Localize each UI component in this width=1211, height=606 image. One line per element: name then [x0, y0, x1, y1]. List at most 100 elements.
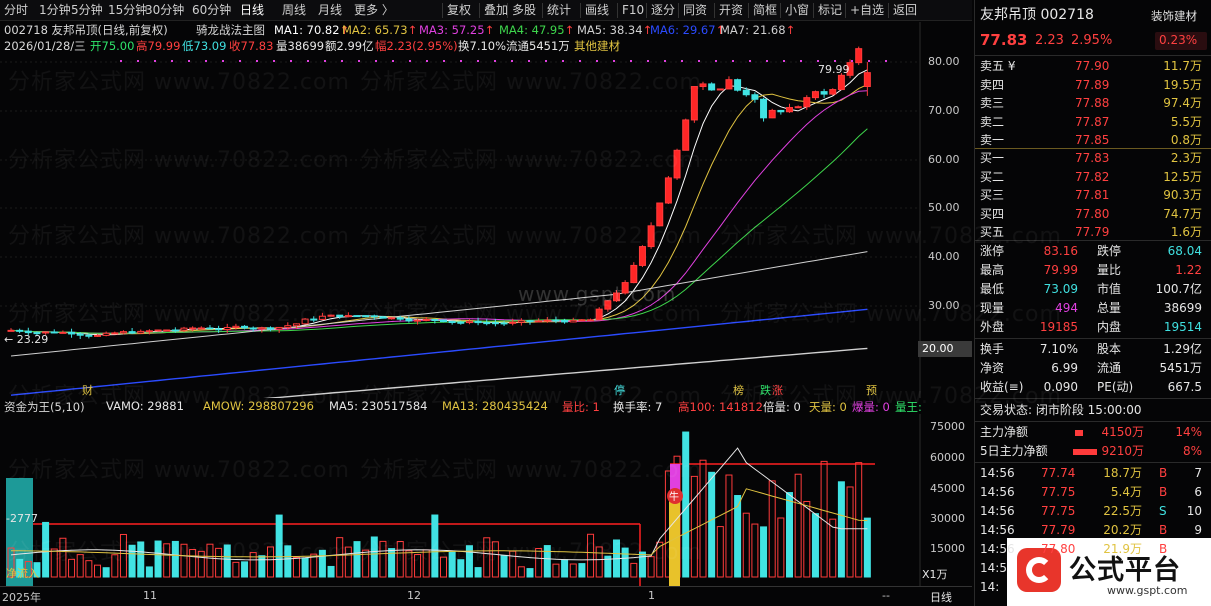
bar-volume: 量38699: [276, 39, 325, 53]
period-button[interactable]: 1分钟: [39, 3, 71, 17]
volume-bar: [119, 533, 127, 578]
volume-bar: [422, 549, 430, 578]
flow-label: 主力净额: [980, 425, 1029, 439]
bid-row[interactable]: 买四 77.80 74.7万: [975, 205, 1211, 224]
candle: [673, 149, 681, 179]
candle: [137, 330, 145, 334]
book-volume: 0.8万: [1170, 133, 1202, 147]
book-volume: 12.5万: [1163, 169, 1202, 184]
candle: [76, 333, 84, 336]
bid-row[interactable]: 买三 77.81 90.3万: [975, 186, 1211, 205]
toolbar-button[interactable]: 画线: [585, 3, 610, 17]
stat-value: 19185: [1039, 320, 1078, 334]
stat-value: 100.7亿: [1155, 282, 1202, 296]
candle: [457, 321, 465, 324]
candle: [422, 318, 430, 321]
ask-row[interactable]: 卖三 77.88 97.4万: [975, 94, 1211, 113]
signal-dot: [205, 60, 207, 62]
period-button[interactable]: 60分钟: [192, 3, 232, 17]
period-button[interactable]: 日线: [240, 3, 265, 17]
stat2-row: 换手 7.10% 股本 1.29亿: [975, 340, 1211, 359]
volume-bar: [768, 480, 776, 578]
tick-price: 77.75: [1041, 485, 1076, 499]
vamo-label: VAMO: 29881: [106, 399, 184, 413]
trade-status: 交易状态: 闭市阶段 15:00:00: [975, 401, 1211, 420]
volume-bar: [604, 555, 612, 578]
bid-row[interactable]: 买五 77.79 1.6万: [975, 223, 1211, 242]
ma-line-1: [10, 69, 868, 336]
candle: [50, 331, 58, 334]
divider: [975, 240, 1211, 241]
ask-row[interactable]: 卖五 ¥ 77.90 11.7万: [975, 57, 1211, 76]
candle: [154, 329, 162, 332]
volume-bar: [16, 558, 24, 578]
book-volume: 74.7万: [1163, 206, 1202, 221]
toolbar-button[interactable]: 小窗: [785, 3, 810, 17]
stat-value: 19514: [1163, 320, 1202, 334]
candlestick-chart[interactable]: 79.99 ← 23.29 财 停 榜 跌涨 预: [0, 22, 972, 398]
period-button[interactable]: 5分钟: [71, 3, 103, 17]
sub-indicator-header: 资金为王(5,10) VAMO: 29881 AMOW: 298807296 MA5:…: [0, 398, 972, 414]
volume-bar: [7, 547, 15, 578]
toolbar-button[interactable]: +自选: [850, 3, 885, 17]
period-button[interactable]: 分时: [4, 3, 29, 17]
tick-price: 77.79: [1041, 523, 1076, 537]
baoliang-label: 爆量: 0: [852, 400, 890, 414]
volume-bar: [474, 567, 482, 578]
ask-row[interactable]: 卖一 77.85 0.8万: [975, 131, 1211, 150]
stat-label: 市值: [1097, 282, 1122, 296]
volume-bar: [76, 554, 84, 578]
ask-row[interactable]: 卖二 77.87 5.5万: [975, 113, 1211, 132]
period-button[interactable]: 更多 〉: [354, 3, 394, 17]
price-tick: 20.00: [918, 341, 972, 357]
bid-row[interactable]: 买一 77.83 2.3万: [975, 149, 1211, 168]
candle: [267, 327, 274, 330]
signal-dot: [392, 60, 394, 62]
candle: [258, 327, 266, 330]
toolbar-button[interactable]: 复权: [447, 3, 472, 17]
toolbar-button[interactable]: 返回: [893, 3, 918, 17]
candle: [500, 322, 508, 325]
candle: [465, 320, 473, 324]
period-label[interactable]: 日线: [930, 591, 952, 604]
period-button[interactable]: 月线: [318, 3, 343, 17]
toolbar-button[interactable]: 统计: [547, 3, 572, 17]
toolbar-button[interactable]: 叠加: [484, 3, 509, 17]
period-button[interactable]: 30分钟: [145, 3, 185, 17]
candle: [448, 321, 456, 324]
volume-bar: [863, 517, 871, 578]
period-button[interactable]: 15分钟: [108, 3, 148, 17]
toolbar-button[interactable]: 逐分: [651, 3, 676, 17]
candle: [16, 329, 24, 332]
volume-bar: [223, 544, 231, 578]
volume-bar: [448, 550, 456, 578]
toolbar-button[interactable]: F10: [622, 3, 645, 17]
bar-sector[interactable]: 其他建材: [574, 39, 620, 53]
bid-row[interactable]: 买二 77.82 12.5万: [975, 168, 1211, 187]
candle: [517, 320, 525, 323]
book-volume: 11.7万: [1163, 59, 1202, 73]
indicator-name[interactable]: 骑龙战法主图: [196, 23, 265, 37]
book-label: 买二: [980, 169, 1005, 184]
ask-row[interactable]: 卖四 77.89 19.5万: [975, 76, 1211, 95]
tick-count: 7: [1194, 466, 1202, 480]
volume-bar: [621, 547, 629, 578]
period-button[interactable]: 周线: [282, 3, 307, 17]
stat-row: 最低 73.09 市值 100.7亿: [975, 280, 1211, 299]
toolbar-button[interactable]: 同资: [683, 3, 708, 17]
book-volume: 2.3万: [1170, 151, 1202, 165]
sector-tag[interactable]: 装饰建材: [1151, 9, 1197, 23]
price-tick: 70.00: [928, 104, 960, 117]
toolbar-button[interactable]: 多股: [512, 3, 537, 17]
volume-bar: [102, 567, 110, 578]
toolbar-button[interactable]: 标记: [818, 3, 843, 17]
marker-cai: 财: [82, 383, 93, 397]
signal-dot: [494, 60, 496, 62]
toolbar-button[interactable]: 简框: [753, 3, 778, 17]
volume-bar: [569, 563, 577, 578]
bar-turnover: 换7.10%: [458, 39, 507, 53]
stat-label: 量比: [1097, 263, 1122, 277]
toolbar-button[interactable]: 开资: [719, 3, 744, 17]
volume-sub-chart[interactable]: 牛 -2777 净流入: [0, 414, 972, 586]
time-axis: 2025年 11 12 1 -- 日线: [0, 586, 972, 606]
